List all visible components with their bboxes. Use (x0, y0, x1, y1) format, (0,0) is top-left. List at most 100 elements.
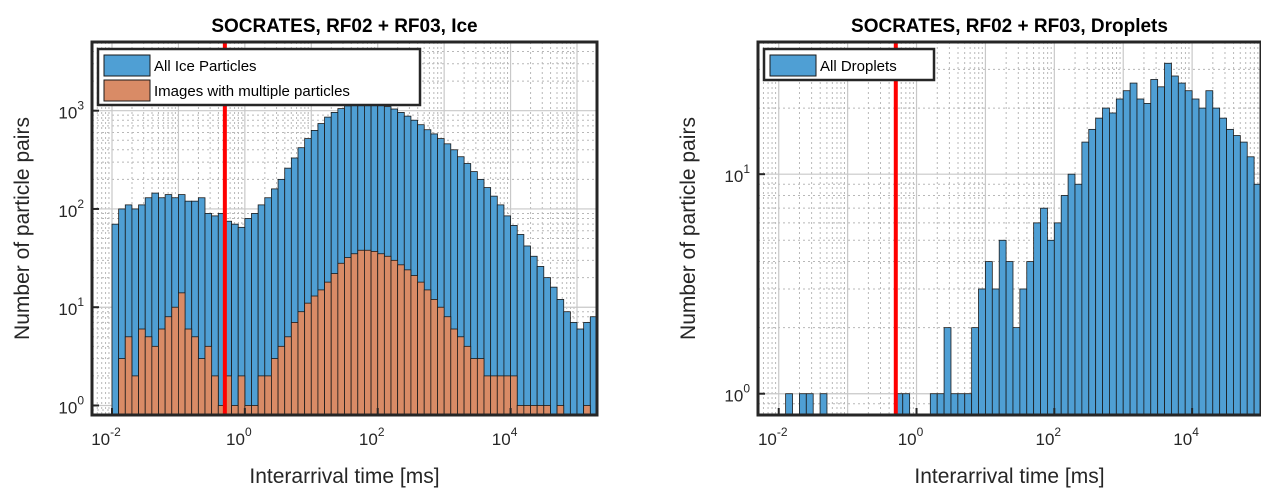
series-2 (118, 249, 591, 415)
legend: All Droplets (762, 47, 936, 82)
bar (1088, 128, 1097, 415)
bar (536, 266, 545, 415)
bar (998, 239, 1007, 415)
bar (344, 257, 352, 415)
bar (1171, 75, 1179, 415)
bar (284, 336, 292, 415)
legend-swatch (103, 79, 151, 102)
bar (483, 375, 492, 415)
bar (118, 358, 126, 415)
bar (1205, 90, 1214, 415)
bars (111, 103, 611, 417)
bar (277, 345, 286, 415)
x-tick-label: 102 (1036, 425, 1062, 449)
x-tick-label: 104 (1173, 425, 1199, 449)
bar (297, 311, 306, 415)
y-axis: 100 101 Number of particle pairs (677, 117, 765, 406)
bar (350, 253, 359, 415)
bar (370, 250, 379, 415)
bar (902, 393, 911, 415)
bar (397, 264, 405, 415)
bar (191, 336, 199, 415)
chart-title: SOCRATES, RF02 + RF03, Droplets (851, 16, 1168, 37)
bar (576, 328, 585, 415)
bar (1164, 62, 1172, 415)
x-axis: 10-2 100 102 104 Interarrival time [ms] (758, 408, 1199, 488)
bar (556, 405, 565, 415)
bar (1198, 107, 1207, 415)
bar (943, 327, 952, 415)
bar (1005, 261, 1014, 415)
bar (304, 302, 312, 415)
bar (978, 288, 986, 415)
bar (158, 328, 166, 415)
bar (516, 234, 525, 415)
legend-swatch (769, 54, 817, 77)
bar (124, 336, 133, 415)
bar (1212, 107, 1221, 415)
x-tick-label: 10-2 (91, 425, 121, 449)
y-tick-label: 100 (724, 382, 750, 406)
bar (1053, 222, 1062, 415)
bar (1047, 239, 1055, 415)
bar (330, 273, 339, 415)
bar (144, 336, 153, 415)
bar (383, 255, 392, 415)
bar (569, 322, 578, 415)
bar (423, 289, 432, 415)
y-axis-label: Number of particle pairs (11, 117, 34, 340)
bar (604, 337, 611, 417)
bar (1157, 86, 1165, 415)
bar (550, 286, 558, 415)
bar (543, 277, 551, 415)
bar (463, 345, 472, 415)
bar (1012, 327, 1021, 415)
bar (271, 358, 279, 415)
y-axis-label: Number of particle pairs (677, 117, 700, 340)
bar (184, 328, 193, 415)
bar (1129, 82, 1138, 415)
bar (364, 249, 372, 415)
bar (443, 316, 452, 415)
y-axis: 100 101 102 103 Number of particle pairs (11, 99, 99, 417)
bar (310, 295, 319, 415)
bar (178, 292, 186, 415)
legend-entry: All Ice Particles (154, 58, 257, 75)
bar (805, 393, 814, 415)
bar (324, 281, 332, 415)
bar (1226, 128, 1234, 415)
x-tick-label: 104 (492, 425, 518, 449)
bar (1115, 98, 1124, 415)
x-tick-label: 10-2 (758, 425, 788, 449)
bar (317, 289, 325, 415)
bar (1233, 135, 1241, 415)
axes-frame (756, 40, 1261, 417)
x-axis: 10-2 100 102 104 Interarrival time [ms] (91, 408, 518, 488)
y-tick-label: 101 (58, 295, 84, 319)
bar (1067, 173, 1076, 415)
bar (476, 358, 485, 415)
bar (819, 393, 828, 415)
bar (1102, 107, 1110, 415)
bar (131, 375, 139, 415)
y-tick-label: 100 (58, 393, 84, 417)
legend-entry: All Droplets (820, 58, 897, 75)
bar (1060, 195, 1069, 415)
bar (237, 375, 246, 415)
bar (1219, 117, 1227, 415)
bar (583, 405, 591, 415)
bar (1033, 222, 1041, 415)
bar (496, 375, 505, 415)
bar (1184, 90, 1193, 415)
bar (530, 255, 538, 415)
bar (164, 316, 173, 415)
bar (1143, 103, 1152, 415)
bar (583, 322, 591, 415)
bar (991, 288, 1000, 415)
bar (257, 375, 266, 415)
bar (563, 311, 571, 415)
bar (390, 259, 399, 415)
bar (510, 375, 518, 415)
y-tick-label: 103 (58, 99, 84, 123)
